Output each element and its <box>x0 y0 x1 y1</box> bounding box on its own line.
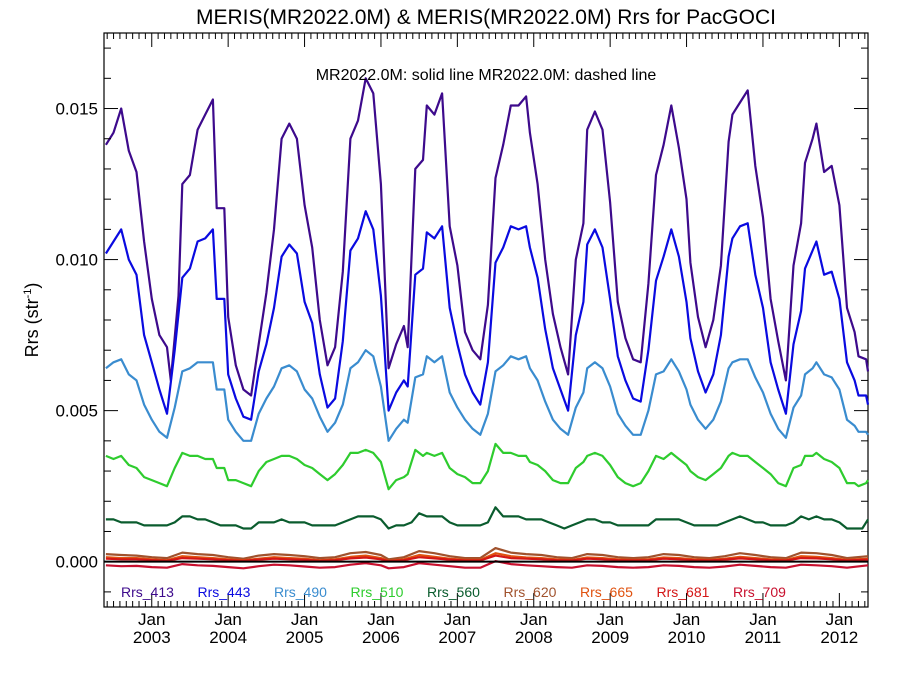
legend-label-rrs-665: Rrs_665 <box>580 584 633 600</box>
series-line-rrs-681 <box>105 554 869 563</box>
legend-label-rrs-620: Rrs_620 <box>504 584 557 600</box>
x-tick-label-year: 2012 <box>820 628 858 647</box>
legend-label-rrs-413: Rrs_413 <box>121 584 174 600</box>
y-axis-label-close: ) <box>22 283 42 289</box>
y-axis-label-main: Rrs (str <box>22 298 42 357</box>
y-tick-label: 0.015 <box>55 100 98 119</box>
series-line-rrs-510 <box>105 442 869 491</box>
x-tick-label-year: 2003 <box>133 628 171 647</box>
legend-label-rrs-490: Rrs_490 <box>274 584 327 600</box>
y-axis-label-superscript: -1 <box>22 289 34 299</box>
x-tick-label-month: Jan <box>596 610 623 629</box>
x-tick-label-year: 2005 <box>286 628 324 647</box>
x-tick-label-year: 2010 <box>668 628 706 647</box>
x-axis: Jan2003Jan2004Jan2005Jan2006Jan2007Jan20… <box>106 33 866 647</box>
x-tick-label-year: 2007 <box>438 628 476 647</box>
legend-label-rrs-510: Rrs_510 <box>351 584 404 600</box>
x-tick-label-month: Jan <box>749 610 776 629</box>
x-tick-label-year: 2006 <box>362 628 400 647</box>
y-tick-label: 0.010 <box>55 251 98 270</box>
series-line-rrs-560 <box>105 506 869 530</box>
chart-title: MERIS(MR2022.0M) & MERIS(MR2022.0M) Rrs … <box>196 6 776 29</box>
x-tick-label-year: 2008 <box>515 628 553 647</box>
series-layer <box>104 77 870 570</box>
series-line-rrs-709 <box>105 559 869 570</box>
legend-label-rrs-709: Rrs_709 <box>733 584 786 600</box>
legend: Rrs_413 Rrs_443 Rrs_490 Rrs_510 Rrs_560 Rrs_6… <box>121 584 786 600</box>
x-tick-label-year: 2009 <box>591 628 629 647</box>
x-tick-label-month: Jan <box>444 610 471 629</box>
series-line-rrs-443 <box>104 210 870 421</box>
x-tick-label-month: Jan <box>826 610 853 629</box>
x-tick-label-year: 2011 <box>745 628 782 647</box>
x-tick-label-month: Jan <box>673 610 700 629</box>
legend-label-rrs-560: Rrs_560 <box>427 584 480 600</box>
legend-label-rrs-681: Rrs_681 <box>657 584 710 600</box>
x-tick-label-month: Jan <box>520 610 547 629</box>
series-line-rrs-620 <box>105 546 869 561</box>
x-tick-label-month: Jan <box>214 610 241 629</box>
series-line-rrs-490 <box>105 349 869 442</box>
legend-label-rrs-443: Rrs_443 <box>198 584 251 600</box>
x-tick-label-month: Jan <box>138 610 165 629</box>
y-axis-label: Rrs (str-1) <box>22 283 42 358</box>
x-tick-label-month: Jan <box>367 610 394 629</box>
series-line-rrs-413 <box>104 77 870 397</box>
x-tick-label-month: Jan <box>291 610 318 629</box>
y-axis: 0.000 0.005 0.010 0.015 <box>55 47 868 593</box>
y-tick-label: 0.005 <box>55 402 98 421</box>
chart-annotation: MR2022.0M: solid line MR2022.0M: dashed … <box>316 67 657 84</box>
y-tick-label: 0.000 <box>55 553 98 572</box>
x-tick-label-year: 2004 <box>209 628 247 647</box>
